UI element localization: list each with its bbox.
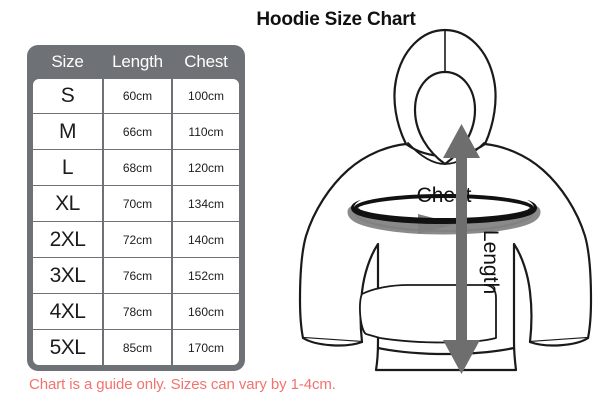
column-header-chest: Chest	[184, 52, 228, 71]
size-chart-table: Size Length Chest S 60cm 100cm M 66cm 11…	[27, 45, 245, 371]
cell-chest: 152cm	[172, 258, 240, 294]
disclaimer-text: Chart is a guide only. Sizes can vary by…	[29, 376, 336, 393]
cell-length: 76cm	[103, 258, 172, 294]
cell-length: 68cm	[103, 150, 172, 186]
table-row: M 66cm 110cm	[32, 114, 240, 150]
cell-chest: 140cm	[172, 222, 240, 258]
cell-chest: 110cm	[172, 114, 240, 150]
cell-size: XL	[32, 186, 103, 222]
table-row: XL 70cm 134cm	[32, 186, 240, 222]
cell-length: 78cm	[103, 294, 172, 330]
length-label: Length	[479, 230, 502, 294]
cell-size: M	[32, 114, 103, 150]
table-row: 3XL 76cm 152cm	[32, 258, 240, 294]
table-header-row: Size Length Chest	[32, 45, 240, 78]
cell-chest: 100cm	[172, 78, 240, 114]
length-measure-arrow-icon	[443, 124, 480, 374]
table-row: L 68cm 120cm	[32, 150, 240, 186]
cell-length: 66cm	[103, 114, 172, 150]
cell-size: 2XL	[32, 222, 103, 258]
cell-size: 3XL	[32, 258, 103, 294]
cell-size: 4XL	[32, 294, 103, 330]
cell-size: S	[32, 78, 103, 114]
cell-length: 85cm	[103, 330, 172, 366]
hoodie-illustration: Chest Length	[288, 12, 600, 382]
cell-length: 70cm	[103, 186, 172, 222]
table-body: S 60cm 100cm M 66cm 110cm L 68cm 120cm X…	[32, 78, 240, 366]
page-title: Hoodie Size Chart	[256, 9, 416, 30]
cell-chest: 120cm	[172, 150, 240, 186]
table-row: 5XL 85cm 170cm	[32, 330, 240, 366]
cell-chest: 134cm	[172, 186, 240, 222]
table-row: S 60cm 100cm	[32, 78, 240, 114]
chest-measure-arrow-icon	[347, 188, 541, 235]
cell-size: L	[32, 150, 103, 186]
cell-size: 5XL	[32, 330, 103, 366]
cell-chest: 170cm	[172, 330, 240, 366]
table-row: 4XL 78cm 160cm	[32, 294, 240, 330]
table-row: 2XL 72cm 140cm	[32, 222, 240, 258]
column-header-length: Length	[112, 52, 163, 71]
cell-chest: 160cm	[172, 294, 240, 330]
cell-length: 72cm	[103, 222, 172, 258]
column-header-size: Size	[51, 52, 84, 71]
cell-length: 60cm	[103, 78, 172, 114]
